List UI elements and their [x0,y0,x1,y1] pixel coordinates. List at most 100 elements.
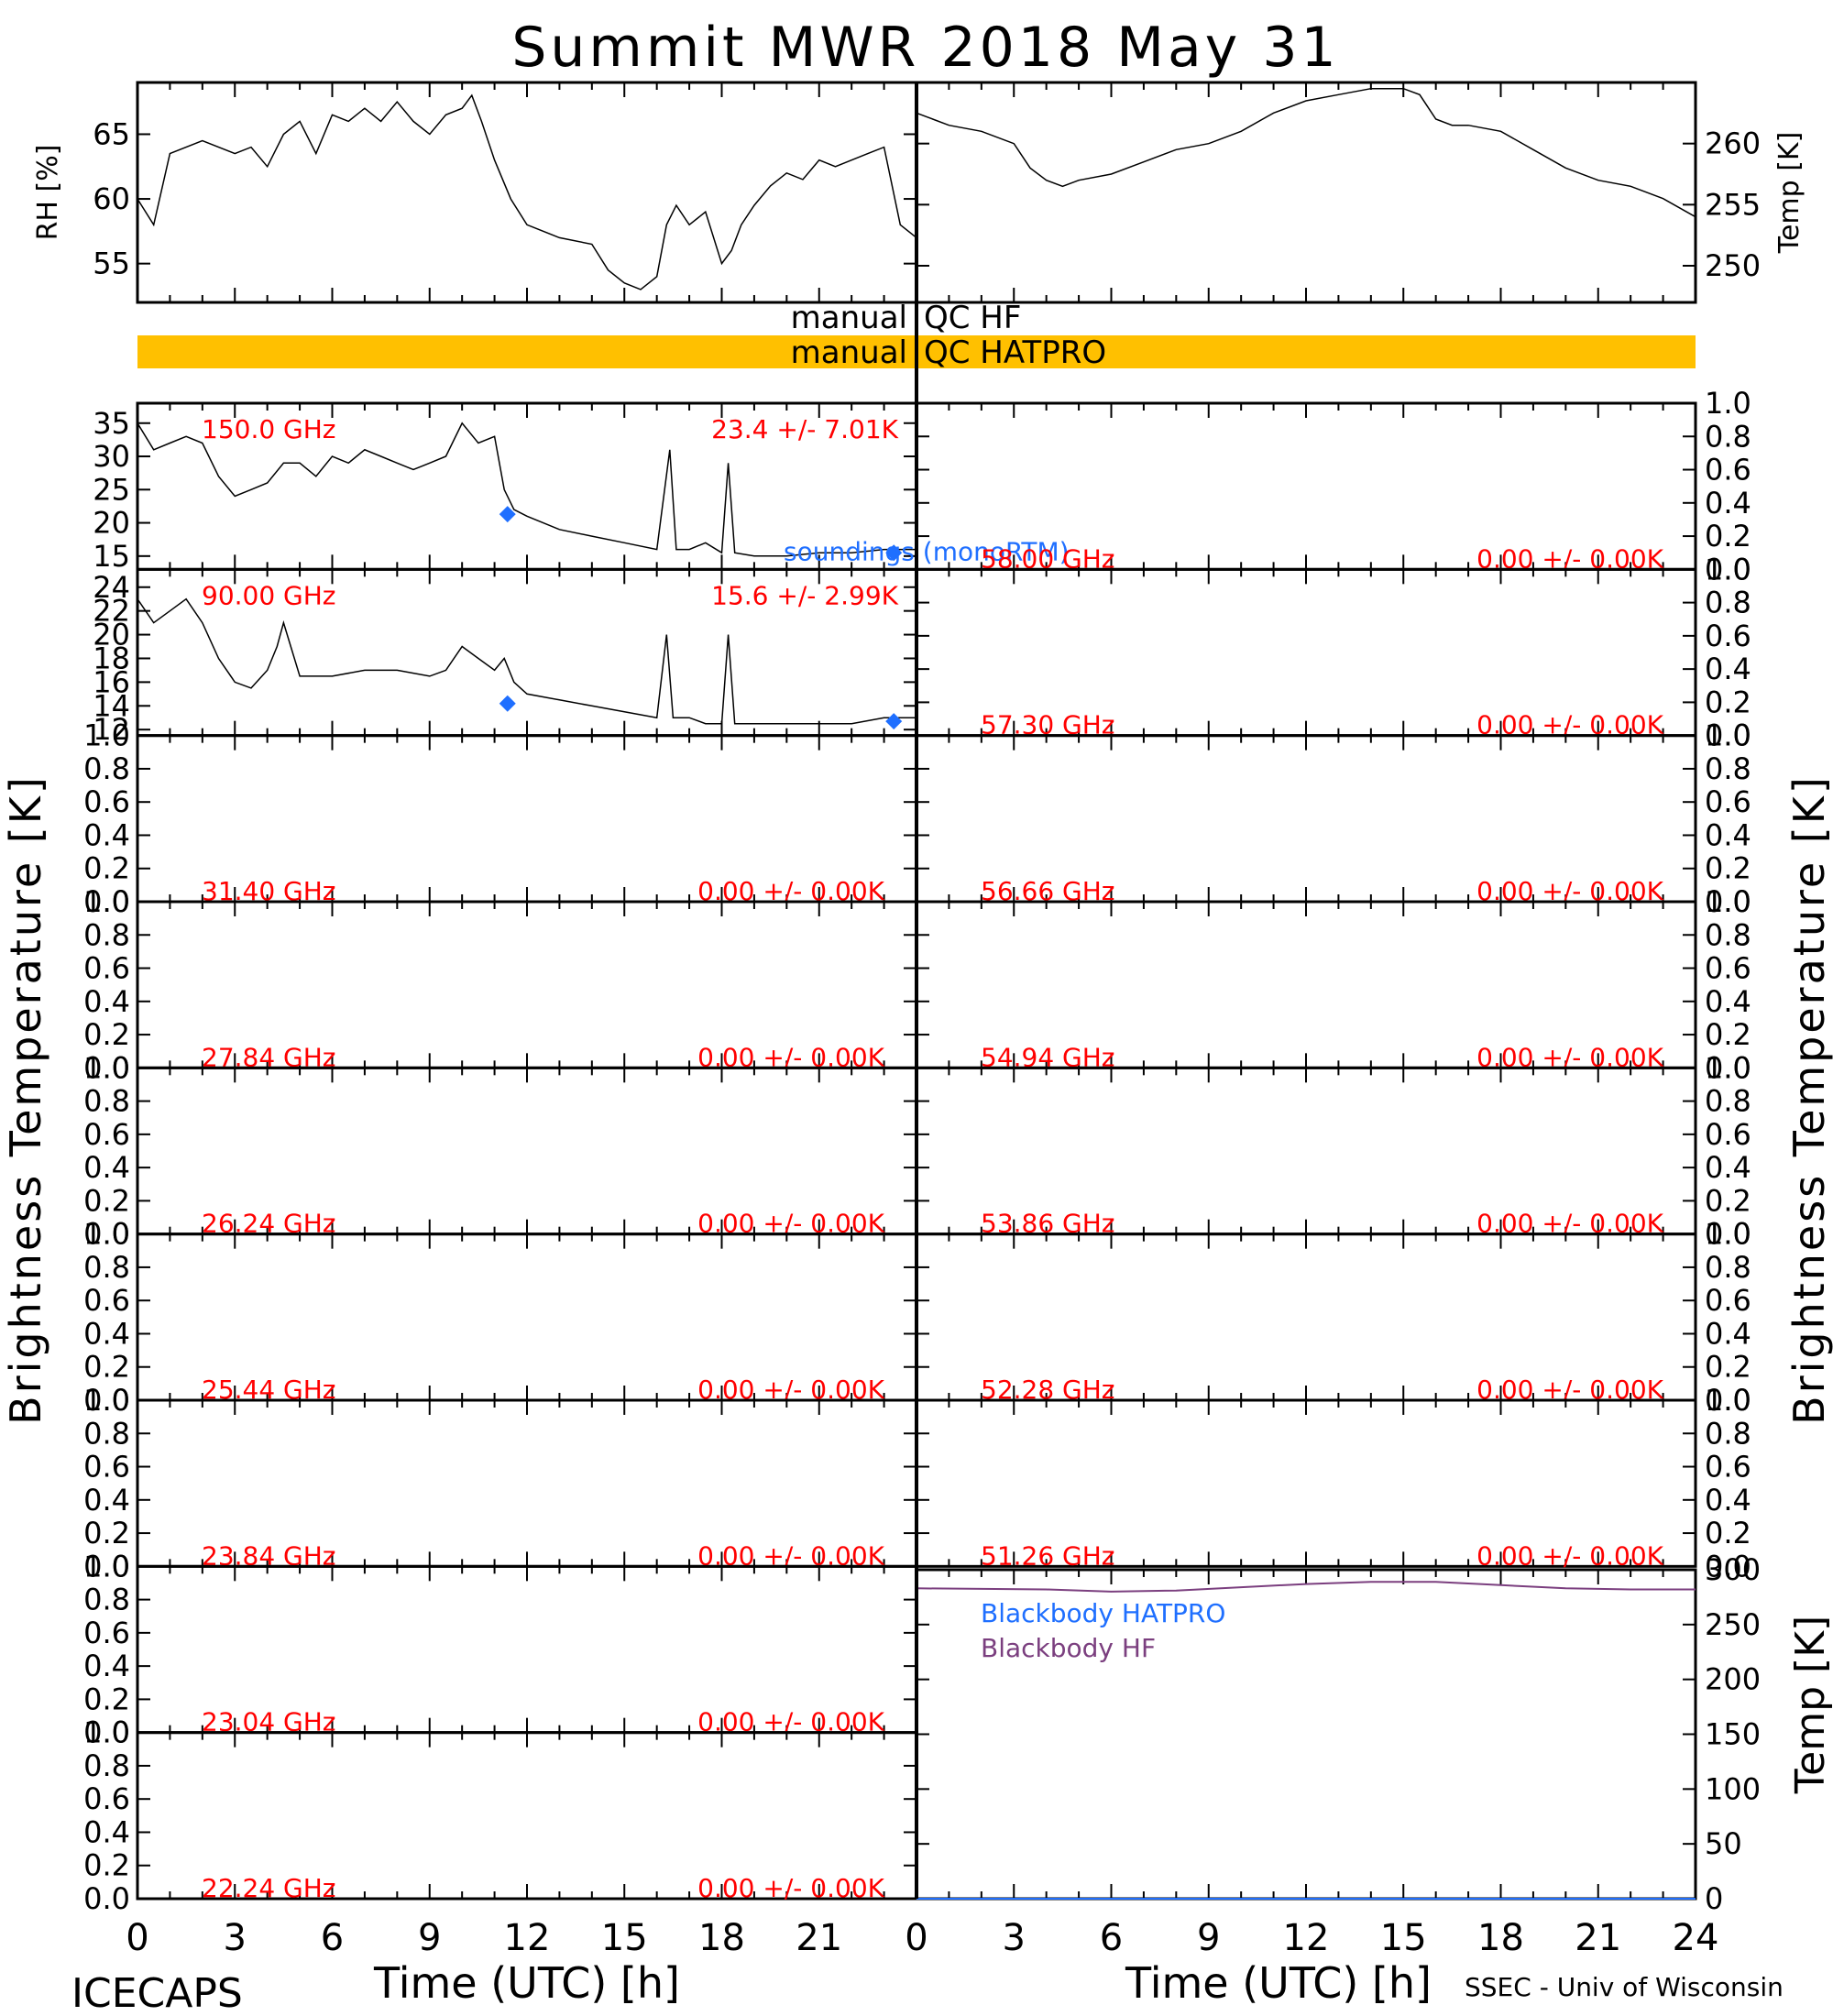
y-tick-label: 260 [1705,126,1761,161]
y-tick-label: 1.0 [83,884,130,919]
channel-panel-right: 0.00.20.40.60.81.057.30 GHz 0.00 +/- 0.00… [915,552,1751,753]
y-tick-label: 0.2 [1705,1183,1751,1218]
y-tick-label: 0.6 [1705,1117,1751,1152]
y-tick-label: 1.0 [1705,1217,1751,1252]
channel-frequency-label: 22.24 GHz [202,1873,336,1903]
y-tick-label: 0.2 [83,851,130,886]
y-tick-label: 0.8 [1705,419,1751,454]
y-tick-label: 0.4 [83,1814,130,1849]
channel-stat-label: 23.4 +/- 7.01K [711,414,898,444]
channel-stat-label: 15.6 +/- 2.99K [711,580,898,610]
blackbody-hf-legend: Blackbody HF [981,1633,1156,1663]
y-tick-label: 0.0 [1705,718,1751,753]
y-tick-label: 0.0 [83,884,130,919]
x-tick-label: 15 [1380,1917,1427,1959]
y-tick-label: 0.6 [1705,1283,1751,1318]
y-tick-label: 0.4 [1705,817,1751,852]
channel-panel-right: 0.00.20.40.60.81.053.86 GHz 0.00 +/- 0.00… [915,1050,1751,1252]
y-tick-label: 65 [93,116,130,151]
y-tick-label: 20 [93,506,130,541]
y-tick-label: 0.6 [1705,1450,1751,1485]
channel-frequency-label: 150.0 GHz [202,414,336,444]
y-tick-label: 22 [93,594,130,629]
channel-panel-left: 0.00.20.40.60.81.025.44 GHz 0.00 +/- 0.00… [83,1217,918,1418]
y-tick-label: 0.8 [1705,917,1751,952]
x-tick-label: 21 [1575,1917,1621,1959]
channel-panel-right: 0.00.20.40.60.81.058.00 GHz 0.00 +/- 0.00… [915,386,1751,586]
y-tick-label: 200 [1705,1662,1761,1697]
sounding-point [885,544,903,562]
y-tick-label: 0.8 [83,1250,130,1285]
y-tick-label: 0.2 [83,1017,130,1052]
y-tick-label: 0.4 [1705,984,1751,1019]
channel-panel-right: 0.00.20.40.60.81.051.26 GHz 0.00 +/- 0.00… [915,1383,1751,1583]
y-tick-label: 0.2 [1705,1516,1751,1550]
y-tick-label: 0.6 [83,1117,130,1152]
y-tick-label: 0.0 [83,1050,130,1085]
qc-hf-manual-label: manual [791,300,907,336]
channel-panel-left: 0.00.20.40.60.81.027.84 GHz 0.00 +/- 0.00… [83,884,918,1085]
y-tick-label: 0.6 [83,1616,130,1650]
temp-axis-label: Temp [K] [1773,132,1806,255]
channel-panel-left: 0.00.20.40.60.81.031.40 GHz 0.00 +/- 0.00… [83,718,918,919]
rh-axis-label: RH [%] [32,145,64,241]
y-tick-label: 1.0 [1705,718,1751,753]
sounding-point [499,695,516,712]
y-tick-label: 0.4 [83,1316,130,1351]
channel-panel-left: 0.00.20.40.60.81.023.04 GHz 0.00 +/- 0.00… [83,1549,918,1750]
y-tick-label: 12 [93,712,130,747]
y-tick-label: 0.0 [83,1881,130,1916]
x-tick-label: 12 [504,1917,551,1959]
temp-panel-frame [915,81,1697,304]
right-channel-stack: 0.00.20.40.60.81.058.00 GHz 0.00 +/- 0.00… [915,386,1751,1583]
y-tick-label: 150 [1705,1717,1761,1752]
channel-panel-right: 0.00.20.40.60.81.052.28 GHz 0.00 +/- 0.00… [915,1217,1751,1418]
y-tick-label: 0.6 [1705,619,1751,653]
y-tick-label: 0.2 [1705,519,1751,553]
x-tick-label: 9 [418,1917,441,1959]
bt-axis-label-right: Brightness Temperature [K] [1784,774,1833,1425]
channel-frequency-label: 51.26 GHz [981,1540,1115,1571]
y-tick-label: 0.0 [1705,552,1751,586]
x-tick-label: 6 [321,1917,344,1959]
icecaps-footer: ICECAPS [71,1970,243,2016]
x-tick-label: 3 [1003,1917,1026,1959]
y-tick-label: 0.2 [1705,851,1751,886]
y-tick-label: 1.0 [83,1050,130,1085]
y-tick-label: 0.8 [83,1416,130,1451]
y-tick-label: 0 [1705,1881,1723,1916]
x-tick-label: 18 [698,1917,745,1959]
qc-hatpro-label: QC HATPRO [924,334,1106,371]
y-tick-label: 24 [93,570,130,605]
qc-hf-label: QC HF [924,300,1021,336]
sounding-point [885,713,903,730]
y-tick-label: 20 [93,618,130,652]
sounding-point [499,506,516,523]
y-tick-label: 0.4 [1705,1150,1751,1185]
y-tick-label: 0.0 [83,1715,130,1750]
x-tick-label: 6 [1100,1917,1123,1959]
y-tick-label: 50 [1705,1826,1742,1861]
y-tick-label: 0.2 [83,1516,130,1550]
rh-panel-frame [136,81,918,304]
y-tick-label: 0.0 [83,1383,130,1418]
y-tick-label: 0.4 [1705,1483,1751,1517]
y-tick-label: 0.2 [83,1350,130,1385]
x-tick-label: 12 [1283,1917,1330,1959]
x-tick-label: 9 [1197,1917,1220,1959]
y-tick-label: 300 [1705,1552,1761,1587]
y-tick-label: 55 [93,247,130,281]
y-tick-label: 0.0 [83,1217,130,1252]
y-tick-label: 1.0 [83,1217,130,1252]
ssec-footer: SSEC - Univ of Wisconsin [1465,1972,1784,2002]
rh-y-ticks: 55 60 65 [93,82,917,302]
y-tick-label: 0.6 [83,951,130,986]
chart-title: Summit MWR 2018 May 31 [511,16,1339,80]
y-tick-label: 1.0 [1705,1050,1751,1085]
y-tick-label: 1.0 [83,1549,130,1583]
x-tick-label: 21 [796,1917,842,1959]
y-tick-label: 0.2 [83,1183,130,1218]
y-tick-label: 1.0 [83,1383,130,1418]
